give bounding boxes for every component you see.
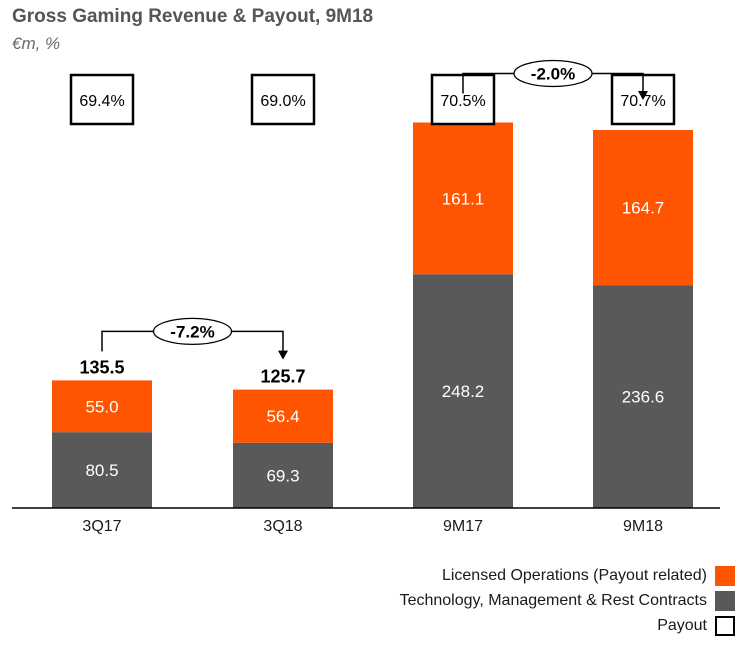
data-label: 69.3 bbox=[266, 466, 299, 485]
legend-label: Technology, Management & Rest Contracts bbox=[399, 592, 707, 609]
change-ellipse bbox=[513, 59, 593, 88]
legend-swatch-orange bbox=[715, 566, 735, 586]
legend-swatch-outline bbox=[715, 616, 735, 636]
data-label: 55.0 bbox=[85, 397, 118, 416]
x-tick-label: 9M17 bbox=[443, 518, 483, 535]
payout-label: 69.0% bbox=[260, 93, 305, 110]
legend-swatch-gray bbox=[715, 591, 735, 611]
bar-segment-licensed bbox=[413, 122, 513, 275]
bar-segment-technology bbox=[413, 274, 513, 508]
change-label: -7.2% bbox=[170, 322, 214, 341]
bar-segment-technology bbox=[233, 442, 333, 508]
total-label: 135.5 bbox=[79, 357, 124, 377]
bar-segment-licensed bbox=[52, 380, 152, 433]
data-label: 248.2 bbox=[442, 382, 485, 401]
bar-segment-technology bbox=[52, 432, 152, 508]
legend-label: Licensed Operations (Payout related) bbox=[441, 567, 707, 584]
data-label: 161.1 bbox=[442, 189, 485, 208]
payout-label: 70.5% bbox=[440, 93, 485, 110]
payout-label: 69.4% bbox=[79, 93, 124, 110]
bar-segment-licensed bbox=[593, 130, 693, 286]
total-label: 125.7 bbox=[260, 367, 305, 387]
data-label: 56.4 bbox=[266, 407, 299, 426]
data-label: 236.6 bbox=[622, 388, 665, 407]
change-label: -2.0% bbox=[531, 64, 575, 83]
change-arrow-icon bbox=[278, 350, 288, 360]
chart-legend: Licensed Operations (Payout related) Tec… bbox=[400, 564, 735, 639]
bar-segment-technology bbox=[593, 285, 693, 508]
chart-title: Gross Gaming Revenue & Payout, 9M18 bbox=[12, 6, 374, 27]
legend-label: Payout bbox=[657, 617, 707, 634]
data-label: 80.5 bbox=[85, 461, 118, 480]
change-arrow-icon bbox=[638, 91, 648, 101]
bar-segment-licensed bbox=[233, 389, 333, 443]
stacked-bar-chart: 80.5 55.0 135.5 3Q17 69.4% 69.3 56.4 125.7 3Q18 6… bbox=[12, 59, 720, 535]
legend-item-technology-management: Technology, Management & Rest Contracts bbox=[400, 589, 735, 613]
legend-item-licensed-operations: Licensed Operations (Payout related) bbox=[400, 564, 735, 588]
data-label: 164.7 bbox=[622, 199, 665, 218]
payout-label: 70.7% bbox=[620, 93, 665, 110]
legend-item-payout: Payout bbox=[400, 614, 735, 638]
x-tick-label: 3Q17 bbox=[82, 518, 121, 535]
payout-box bbox=[69, 73, 135, 126]
x-tick-label: 3Q18 bbox=[263, 518, 302, 535]
chart-subtitle: €m, % bbox=[12, 34, 61, 53]
payout-box bbox=[250, 73, 316, 126]
change-ellipse bbox=[152, 317, 233, 346]
x-tick-label: 9M18 bbox=[623, 518, 663, 535]
